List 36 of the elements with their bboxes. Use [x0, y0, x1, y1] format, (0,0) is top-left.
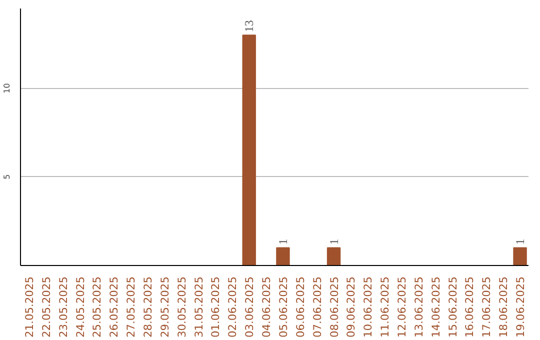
x-tick-label: 25.05.2025: [90, 276, 104, 338]
x-tick-label: 02.06.2025: [226, 276, 240, 338]
x-tick-label: 31.05.2025: [192, 276, 206, 338]
x-tick-label: 23.05.2025: [56, 276, 70, 338]
x-tick-label: 15.06.2025: [446, 276, 460, 338]
x-tick-label: 29.05.2025: [158, 276, 172, 338]
data-label: 1: [513, 238, 528, 245]
x-tick-label: 11.06.2025: [378, 276, 392, 338]
data-label: 1: [326, 238, 341, 245]
x-tick-label: 10.06.2025: [362, 276, 375, 338]
x-tick-label: 21.05.2025: [22, 276, 36, 338]
x-tick-label: 22.05.2025: [40, 276, 53, 338]
x-tick-label: 14.06.2025: [429, 276, 442, 338]
x-tick-label: 08.06.2025: [328, 276, 341, 338]
x-tick-label: 17.06.2025: [480, 276, 494, 338]
x-tick-label: 01.06.2025: [209, 276, 222, 338]
x-tick-label: 03.06.2025: [243, 276, 256, 338]
y-tick-label: 5: [2, 174, 12, 180]
x-tick-label: 27.05.2025: [124, 276, 138, 338]
y-tick-label: 10: [2, 83, 12, 94]
x-tick-label: 28.05.2025: [142, 276, 154, 338]
x-tick-label: 07.06.2025: [310, 276, 324, 338]
x-tick-label: 26.05.2025: [108, 276, 121, 338]
data-label: 13: [242, 20, 256, 32]
x-tick-label: 04.06.2025: [260, 276, 274, 338]
x-tick-label: 19.06.2025: [514, 276, 528, 338]
x-tick-label: 06.06.2025: [294, 276, 307, 338]
x-tick-label: 16.06.2025: [463, 276, 476, 338]
x-tick-label: 24.05.2025: [74, 276, 87, 338]
x-tick-label: 13.06.2025: [412, 276, 426, 338]
x-tick-label: 05.06.2025: [276, 276, 290, 338]
x-tick-label: 09.06.2025: [344, 276, 358, 338]
x-tick-label: 18.06.2025: [497, 276, 510, 338]
x-tick-label: 30.05.2025: [175, 276, 188, 338]
x-tick-label: 12.06.2025: [396, 276, 408, 338]
data-label: 1: [276, 238, 290, 245]
